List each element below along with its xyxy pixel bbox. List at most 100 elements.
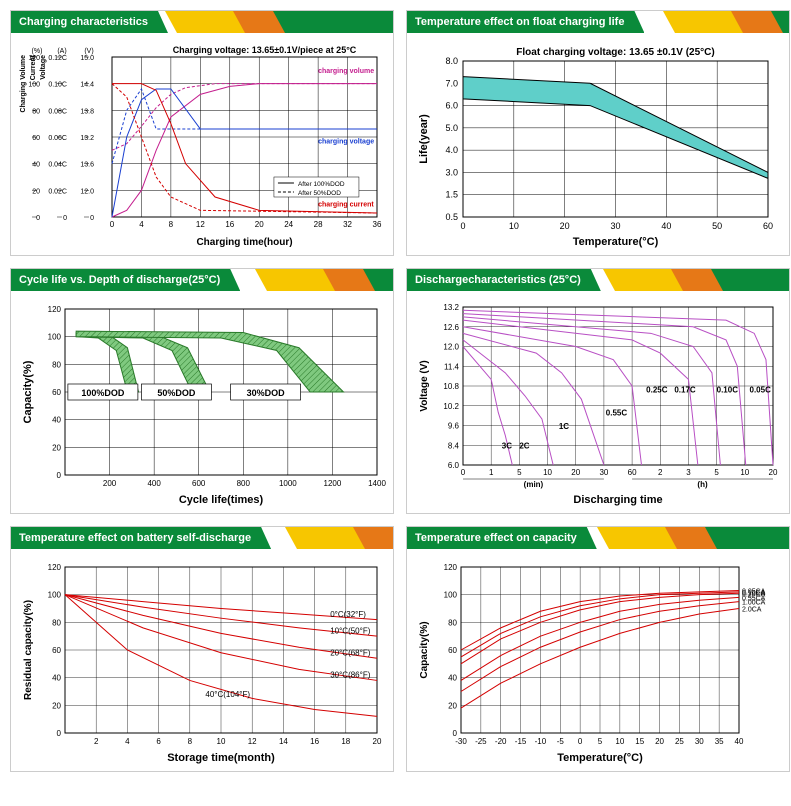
- chart-body: -30-25-20-15-10-505101520253035400204060…: [407, 549, 789, 771]
- svg-text:8: 8: [188, 737, 193, 746]
- svg-text:0.25C: 0.25C: [646, 386, 668, 395]
- chart-svg: 2468101214161820020406080100120Storage t…: [17, 555, 387, 765]
- svg-text:Voltage: Voltage: [40, 55, 47, 80]
- svg-text:3.0: 3.0: [445, 167, 458, 177]
- panel-header: Temperature effect on battery self-disch…: [11, 527, 393, 549]
- svg-text:20: 20: [255, 220, 264, 229]
- svg-text:0: 0: [36, 215, 40, 222]
- svg-text:0.55C: 0.55C: [606, 409, 628, 418]
- svg-text:Life(year): Life(year): [418, 114, 430, 164]
- svg-text:100: 100: [48, 591, 62, 600]
- svg-text:6: 6: [156, 737, 161, 746]
- svg-text:Voltage (V): Voltage (V): [419, 360, 430, 411]
- svg-text:2: 2: [658, 468, 663, 477]
- svg-text:0: 0: [57, 471, 62, 480]
- svg-text:5: 5: [714, 468, 719, 477]
- svg-text:5.0: 5.0: [445, 123, 458, 133]
- svg-text:15.0: 15.0: [80, 55, 94, 62]
- svg-text:1400: 1400: [368, 479, 386, 488]
- svg-text:Residual capacity(%): Residual capacity(%): [23, 600, 34, 700]
- svg-text:10: 10: [615, 737, 624, 746]
- svg-text:8: 8: [169, 220, 174, 229]
- svg-text:100: 100: [28, 82, 40, 89]
- svg-text:40: 40: [448, 674, 457, 683]
- chart-body: 200400600800100012001400020406080100120C…: [11, 291, 393, 513]
- svg-text:0: 0: [460, 221, 465, 231]
- svg-text:1: 1: [489, 468, 494, 477]
- svg-text:0: 0: [453, 729, 458, 738]
- svg-text:0.10C: 0.10C: [717, 386, 739, 395]
- svg-text:30%DOD: 30%DOD: [247, 388, 286, 398]
- svg-text:0.08C: 0.08C: [48, 108, 67, 115]
- svg-text:30°C(86°F): 30°C(86°F): [330, 671, 371, 680]
- svg-text:20: 20: [448, 701, 457, 710]
- svg-text:20: 20: [32, 188, 40, 195]
- chart-svg: -30-25-20-15-10-505101520253035400204060…: [413, 555, 783, 765]
- svg-text:After 100%DOD: After 100%DOD: [298, 181, 345, 188]
- svg-text:Storage time(month): Storage time(month): [167, 752, 275, 764]
- svg-text:50%DOD: 50%DOD: [157, 388, 196, 398]
- svg-text:100%DOD: 100%DOD: [81, 388, 125, 398]
- svg-text:Temperature(°C): Temperature(°C): [557, 752, 643, 764]
- svg-text:7.0: 7.0: [445, 78, 458, 88]
- svg-text:0.10C: 0.10C: [48, 82, 67, 89]
- svg-text:0: 0: [90, 215, 94, 222]
- svg-text:14.4: 14.4: [80, 82, 94, 89]
- svg-text:8.0: 8.0: [445, 56, 458, 66]
- svg-text:-30: -30: [455, 737, 467, 746]
- svg-text:Float charging voltage: 13.65: Float charging voltage: 13.65 ±0.1V (25°…: [516, 47, 714, 58]
- panel-title: Dischargecharacteristics (25°C): [407, 269, 601, 291]
- panel-discharge: Dischargecharacteristics (25°C)015102030…: [406, 268, 790, 514]
- panel-header: Dischargecharacteristics (25°C): [407, 269, 789, 291]
- svg-text:0.05C: 0.05C: [750, 386, 772, 395]
- svg-text:-5: -5: [557, 737, 565, 746]
- chart-body: 01020304050600.51.53.04.05.06.07.08.0Tem…: [407, 33, 789, 255]
- svg-text:80: 80: [52, 360, 61, 369]
- svg-text:80: 80: [448, 618, 457, 627]
- svg-text:charging volume: charging volume: [318, 68, 374, 75]
- svg-text:Charging voltage: 13.65±0.1V/p: Charging voltage: 13.65±0.1V/piece at 25…: [173, 45, 357, 55]
- svg-text:40: 40: [52, 416, 61, 425]
- svg-text:600: 600: [192, 479, 206, 488]
- svg-text:40°C(104°F): 40°C(104°F): [205, 690, 250, 699]
- panel-title: Cycle life vs. Depth of discharge(25°C): [11, 269, 240, 291]
- svg-text:5: 5: [598, 737, 603, 746]
- svg-text:10.2: 10.2: [443, 402, 459, 411]
- svg-text:60: 60: [52, 388, 61, 397]
- panel-header: Cycle life vs. Depth of discharge(25°C): [11, 269, 393, 291]
- svg-text:Current: Current: [30, 54, 37, 80]
- svg-text:(min): (min): [524, 480, 544, 489]
- svg-text:20°C(68°F): 20°C(68°F): [330, 649, 371, 658]
- svg-text:0.12C: 0.12C: [48, 55, 67, 62]
- svg-text:Capacity(%): Capacity(%): [419, 621, 430, 678]
- svg-text:4: 4: [139, 220, 144, 229]
- svg-text:Cycle life(times): Cycle life(times): [179, 494, 264, 506]
- svg-text:80: 80: [52, 618, 61, 627]
- svg-text:20: 20: [571, 468, 580, 477]
- svg-text:13.6: 13.6: [80, 162, 94, 169]
- svg-text:28: 28: [314, 220, 323, 229]
- svg-text:Temperature(°C): Temperature(°C): [573, 236, 659, 248]
- svg-text:36: 36: [373, 220, 382, 229]
- svg-text:0: 0: [110, 220, 115, 229]
- svg-text:60: 60: [32, 135, 40, 142]
- svg-text:16: 16: [310, 737, 319, 746]
- svg-text:(A): (A): [57, 48, 66, 55]
- svg-text:(V): (V): [84, 48, 93, 55]
- svg-text:100: 100: [444, 591, 458, 600]
- panel-self-discharge: Temperature effect on battery self-disch…: [10, 526, 394, 772]
- panel-title: Temperature effect on float charging lif…: [407, 11, 644, 33]
- svg-text:60: 60: [52, 646, 61, 655]
- svg-text:(h): (h): [697, 480, 708, 489]
- svg-text:6.0: 6.0: [445, 101, 458, 111]
- svg-text:12.0: 12.0: [80, 188, 94, 195]
- svg-text:3C: 3C: [502, 442, 512, 451]
- chart-svg: 0151020306023510206.08.49.610.210.811.41…: [413, 297, 783, 507]
- svg-text:13.2: 13.2: [443, 303, 459, 312]
- svg-text:9.6: 9.6: [448, 422, 460, 431]
- svg-text:800: 800: [237, 479, 251, 488]
- svg-text:18: 18: [341, 737, 350, 746]
- svg-text:12: 12: [196, 220, 205, 229]
- svg-text:80: 80: [32, 108, 40, 115]
- chart-body: 0151020306023510206.08.49.610.210.811.41…: [407, 291, 789, 513]
